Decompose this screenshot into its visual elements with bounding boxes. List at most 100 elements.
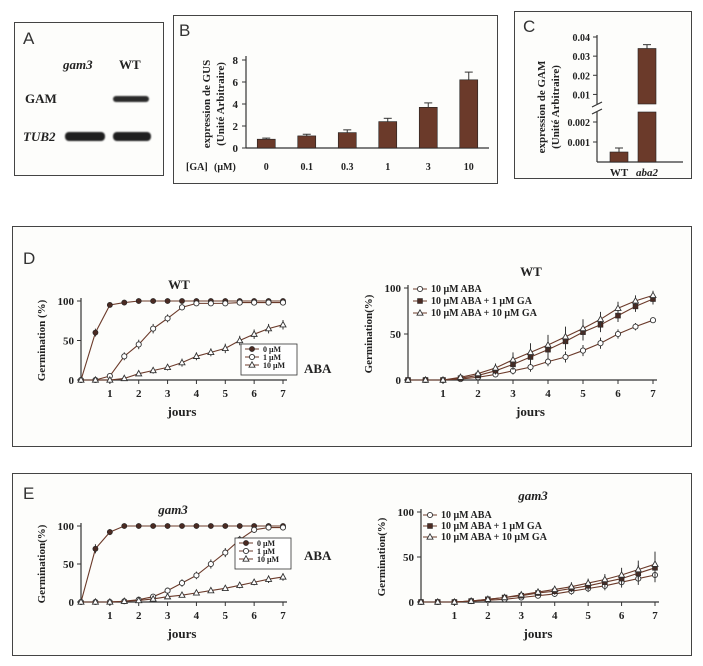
data-point bbox=[265, 299, 272, 306]
legend-entry: 10 μM ABA + 10 μM GA bbox=[431, 308, 538, 319]
legend-entry: 10 μM ABA + 1 μM GA bbox=[431, 296, 533, 307]
legend-entry: 10 μM bbox=[263, 361, 286, 370]
legend-entry: 10 μM ABA bbox=[431, 284, 482, 295]
bar bbox=[337, 132, 357, 149]
data-point bbox=[178, 591, 186, 598]
panel-d-label: D bbox=[23, 249, 36, 268]
panel-c-label: C bbox=[523, 17, 536, 36]
data-point bbox=[527, 364, 534, 371]
data-point bbox=[433, 597, 442, 605]
y-axis-label-2: (Unité Arbitraire) bbox=[550, 65, 562, 149]
data-point bbox=[279, 524, 287, 531]
data-point bbox=[251, 526, 258, 533]
data-point bbox=[164, 315, 171, 322]
x-axis-label: jours bbox=[167, 626, 197, 641]
bar bbox=[609, 151, 629, 163]
x-axis-label: jours bbox=[167, 404, 197, 419]
data-point bbox=[150, 298, 157, 304]
data-point bbox=[584, 578, 592, 586]
data-point bbox=[106, 302, 113, 308]
axis-break-mark bbox=[591, 101, 603, 108]
data-point bbox=[222, 300, 229, 307]
y-axis-label: Germination(%) bbox=[363, 294, 375, 373]
y-tick-label: 0 bbox=[69, 597, 75, 609]
chart-c: 0.001 0.002 0.01 0.02 0.03 0.04 WT aba2 expressi… bbox=[536, 33, 683, 179]
data-point bbox=[550, 585, 559, 593]
legend-entry: 0 μM bbox=[263, 345, 282, 354]
data-point bbox=[491, 363, 500, 371]
x-tick-label: 6 bbox=[615, 388, 621, 400]
legend-entry: 10 μM ABA bbox=[441, 510, 492, 521]
data-point bbox=[243, 540, 249, 546]
data-point bbox=[236, 523, 243, 529]
y-tick-label: 50 bbox=[403, 552, 415, 564]
x-tick-label: 6 bbox=[251, 388, 257, 400]
data-point bbox=[222, 523, 229, 529]
data-point bbox=[150, 325, 157, 332]
lane-label-gam3: gam3 bbox=[63, 57, 93, 72]
data-point bbox=[567, 582, 576, 590]
data-point bbox=[163, 363, 172, 371]
axis-break-mark bbox=[591, 108, 603, 115]
x-tick-label: 3 bbox=[165, 388, 171, 400]
y-tick-label: 0.001 bbox=[568, 138, 591, 149]
ga-row-label: [GA] bbox=[186, 162, 208, 173]
data-point bbox=[427, 523, 433, 529]
data-point bbox=[106, 597, 114, 605]
panel-e-label: E bbox=[23, 484, 35, 503]
y-tick-label: 50 bbox=[63, 559, 75, 571]
panel-b-label: B bbox=[179, 21, 191, 40]
x-tick-label: 7 bbox=[650, 388, 656, 400]
legend-entry: 10 μM bbox=[257, 555, 280, 564]
chart-title: gam3 bbox=[157, 502, 188, 517]
x-axis-label: jours bbox=[515, 404, 545, 419]
y-tick-label: 2 bbox=[233, 121, 239, 133]
x-tick-label: 2 bbox=[475, 388, 481, 400]
data-point bbox=[579, 324, 587, 332]
y-tick-label: 4 bbox=[233, 99, 239, 111]
data-point bbox=[651, 560, 659, 567]
data-point bbox=[106, 375, 114, 383]
data-point bbox=[134, 369, 143, 377]
aba-annotation: ABA bbox=[304, 361, 332, 376]
data-point bbox=[561, 332, 570, 340]
data-point bbox=[120, 597, 129, 604]
band-wt-gam bbox=[113, 96, 149, 102]
y-tick-label: 0 bbox=[396, 375, 402, 387]
data-point bbox=[149, 594, 157, 602]
data-point bbox=[517, 590, 526, 598]
data-point bbox=[248, 353, 256, 361]
y-tick-label: 8 bbox=[233, 55, 239, 67]
y-tick-label: 0 bbox=[69, 375, 75, 387]
y-tick-label: 6 bbox=[233, 77, 239, 89]
data-point bbox=[179, 523, 185, 529]
x-tick-label: 1 bbox=[440, 388, 446, 400]
data-point bbox=[649, 291, 657, 299]
data-point bbox=[526, 348, 535, 356]
data-point bbox=[474, 369, 482, 377]
data-point bbox=[416, 308, 424, 316]
x-tick-label: 5 bbox=[223, 388, 229, 400]
data-point bbox=[236, 299, 243, 306]
x-tick-label: 1 bbox=[452, 610, 458, 622]
x-tick-label: 1 bbox=[107, 610, 113, 622]
data-point bbox=[91, 375, 100, 383]
panel-c: C 0.001 0.002 0.01 0.02 0.03 0.04 WT aba2 expres… bbox=[514, 11, 692, 179]
data-point bbox=[150, 523, 157, 529]
legend-entry: 1 μM bbox=[263, 353, 282, 362]
data-point bbox=[164, 587, 171, 594]
band-gam3-tub2 bbox=[65, 132, 105, 141]
x-tick-label: 6 bbox=[619, 610, 625, 622]
chart-b: 0 2 4 6 8 0 0.1 0.3 1 3 10 [GA] (μM) expression de GU… bbox=[186, 55, 489, 173]
chart-title: gam3 bbox=[517, 488, 548, 503]
y-axis-label: expression de GUS bbox=[201, 60, 213, 148]
data-point bbox=[534, 587, 542, 595]
x-tick-label: 4 bbox=[545, 388, 551, 400]
data-point bbox=[426, 532, 434, 540]
data-point bbox=[135, 341, 142, 348]
data-point bbox=[193, 300, 200, 307]
data-point bbox=[242, 554, 250, 562]
x-tick-label: 1 bbox=[107, 388, 113, 400]
x-tick-label: 5 bbox=[223, 610, 229, 622]
data-point bbox=[235, 336, 244, 344]
